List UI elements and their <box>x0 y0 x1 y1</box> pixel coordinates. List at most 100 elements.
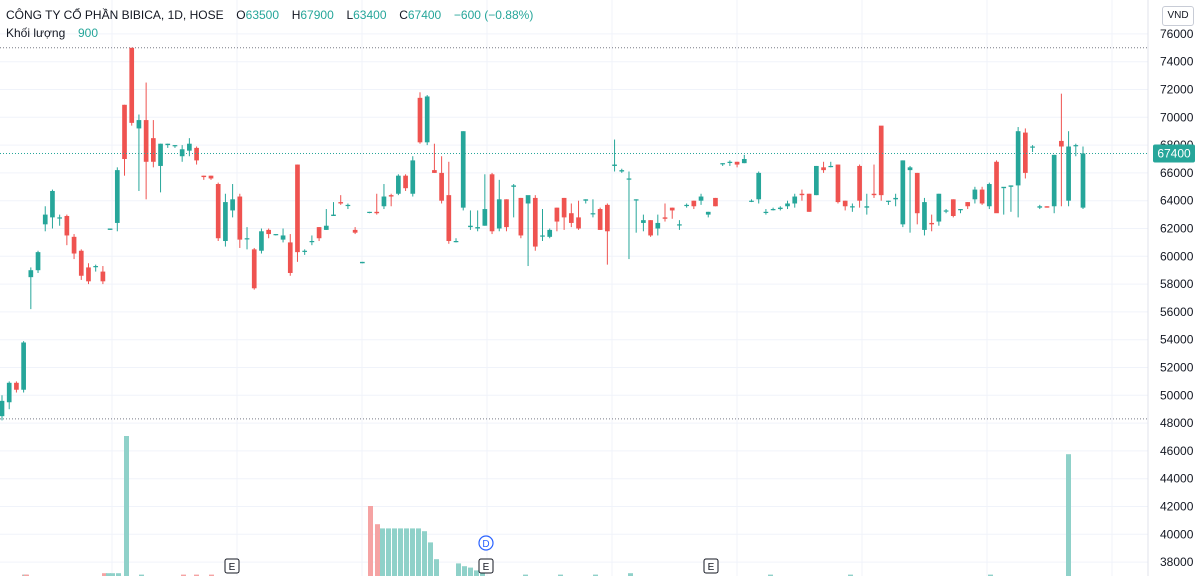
volume-bar <box>110 573 115 576</box>
candle-body <box>979 189 985 204</box>
y-tick-label: 48000 <box>1160 416 1194 430</box>
candle-body <box>223 202 228 242</box>
volume-bar <box>523 574 528 576</box>
earnings-marker-label: E <box>708 562 715 573</box>
candle-body <box>554 207 560 222</box>
candle-body <box>907 167 913 171</box>
volume-bar <box>1066 454 1071 576</box>
volume-bar <box>194 574 199 576</box>
volume-bar <box>380 528 385 576</box>
candle-body <box>770 209 776 211</box>
earnings-marker <box>478 558 494 574</box>
volume-bar <box>375 524 380 576</box>
candle-body <box>287 242 293 273</box>
ohlc-close-key: C <box>399 8 408 22</box>
y-tick-label: 60000 <box>1160 249 1194 263</box>
candle-body <box>64 215 70 236</box>
candle-body <box>338 202 344 204</box>
candle-body <box>785 203 790 207</box>
y-tick-label: 46000 <box>1160 444 1194 458</box>
candle-body <box>35 252 41 271</box>
candle-body <box>821 167 826 171</box>
candle-body <box>489 174 495 232</box>
candle-body <box>251 249 257 289</box>
candle-body <box>194 147 199 161</box>
candle-body <box>57 217 62 219</box>
volume-bar <box>386 528 391 576</box>
candle-body <box>453 241 459 243</box>
candle-body <box>424 96 430 143</box>
candle-body <box>972 189 978 200</box>
ohlc-change-value: −600 (−0.88%) <box>453 8 534 22</box>
candle-body <box>244 238 250 240</box>
candle-body <box>374 211 380 214</box>
candle-body <box>50 190 55 218</box>
volume-value: 900 <box>77 26 98 40</box>
volume-bar <box>628 573 633 576</box>
candle-body <box>86 267 91 282</box>
candle-body <box>532 197 538 247</box>
candle-body <box>496 199 502 229</box>
candle-body <box>835 164 841 203</box>
candle-body <box>900 160 906 225</box>
candle-body <box>280 235 286 240</box>
candle-body <box>230 199 235 211</box>
legend-volume-row: Khối lượng 900 <box>6 24 533 42</box>
y-tick-label: 70000 <box>1160 110 1194 124</box>
candle-body <box>143 120 149 162</box>
candle-body <box>0 400 5 417</box>
candle-body <box>590 213 596 215</box>
candle-body <box>655 222 661 229</box>
candle-body <box>612 164 617 166</box>
volume-bar <box>480 571 485 576</box>
candle-body <box>345 204 351 207</box>
candle-body <box>857 165 862 201</box>
candle-body <box>806 193 812 212</box>
y-tick-label: 62000 <box>1160 222 1194 236</box>
candle-body <box>677 224 682 226</box>
y-tick-label: 72000 <box>1160 83 1194 97</box>
candle-body <box>540 235 545 237</box>
candle-body <box>691 200 697 207</box>
currency-button[interactable]: VND <box>1162 6 1194 26</box>
volume-bar <box>768 574 773 576</box>
candle-body <box>403 175 408 189</box>
candle-body <box>619 170 625 172</box>
candle-body <box>648 220 653 236</box>
candle-body <box>684 204 689 207</box>
volume-bar <box>416 528 421 576</box>
candle-body <box>114 170 120 223</box>
candle-body <box>273 234 279 236</box>
candle-body <box>922 202 927 230</box>
candle-body <box>215 184 221 239</box>
volume-bar <box>428 542 433 576</box>
candle-body <box>179 149 185 157</box>
volume-label: Khối lượng <box>6 26 66 40</box>
candle-body <box>71 236 77 254</box>
candle-body <box>597 209 603 230</box>
candle-body <box>511 185 517 187</box>
candle-body <box>14 382 19 390</box>
candle-body <box>396 175 401 194</box>
y-tick-label: 76000 <box>1160 27 1194 41</box>
candle-body <box>828 165 834 168</box>
y-tick-label: 40000 <box>1160 527 1194 541</box>
ohlc-high-value: 67900 <box>300 8 334 22</box>
candle-body <box>633 199 639 201</box>
candle-body <box>1008 185 1014 187</box>
earnings-marker-label: E <box>229 562 236 573</box>
candle-body <box>958 209 963 211</box>
candle-body <box>950 199 956 216</box>
candle-body <box>6 382 12 403</box>
candle-body <box>763 211 769 214</box>
ohlc-open-value: 63500 <box>245 8 280 22</box>
y-tick-label: 74000 <box>1160 55 1194 69</box>
candle-body <box>359 261 365 264</box>
volume-bar <box>558 574 563 576</box>
volume-bar <box>106 573 111 576</box>
ohlc-high-key: H <box>291 8 301 22</box>
volume-bar <box>181 574 186 576</box>
y-tick-label: 50000 <box>1160 388 1194 402</box>
